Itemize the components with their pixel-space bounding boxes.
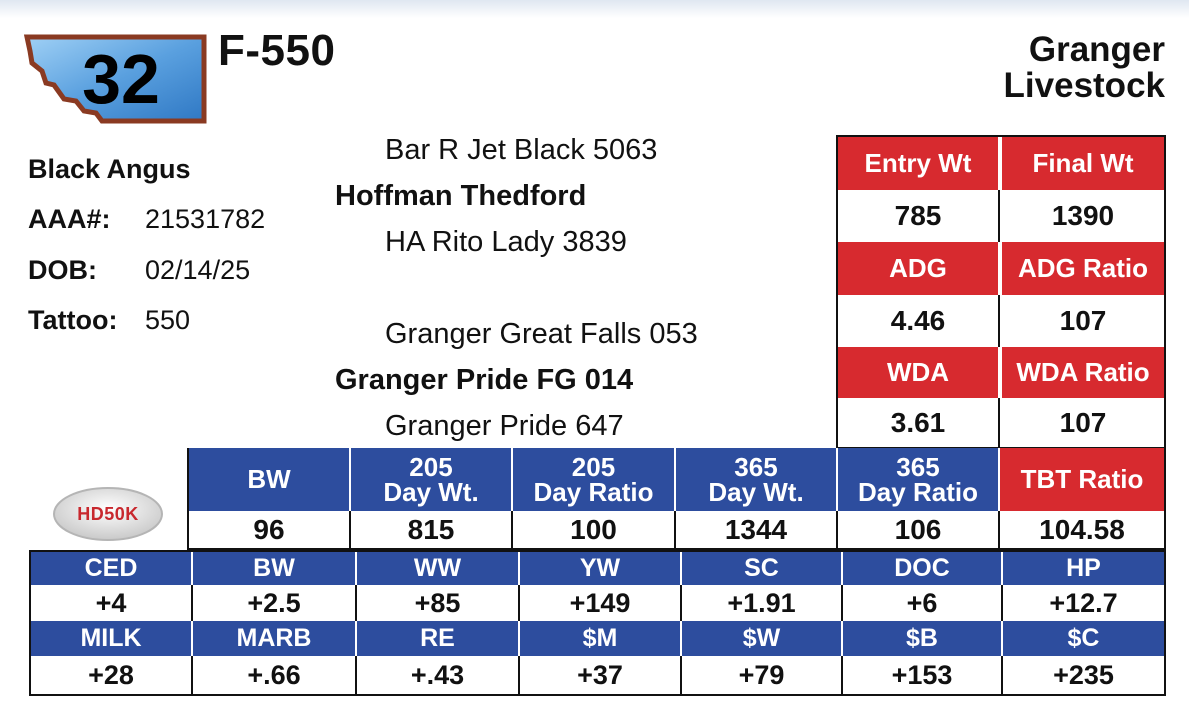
- adg-header: ADG: [838, 242, 1000, 295]
- epd-marb-header: MARB: [193, 621, 357, 656]
- hd50k-logo-text: HD50K: [77, 503, 139, 524]
- epd-re-header: RE: [357, 621, 520, 656]
- breed: Black Angus: [28, 154, 191, 184]
- epd-m-value: +37: [520, 656, 682, 694]
- epd-milk-value: +28: [31, 656, 193, 694]
- wda-header: WDA: [838, 347, 1000, 398]
- pedigree-dam: Granger Pride FG 014: [335, 364, 634, 396]
- pedigree-sire-sire: Bar R Jet Black 5063: [385, 134, 658, 166]
- epd-ced-value: +4: [31, 585, 193, 621]
- pedigree-sire-dam: HA Rito Lady 3839: [385, 226, 627, 258]
- 365-day-wt-header: 365 Day Wt.: [676, 448, 838, 511]
- 205-day-ratio-header-line1: 205: [571, 451, 616, 482]
- epd-doc-value: +6: [843, 585, 1003, 621]
- top-gradient-band: [0, 0, 1189, 18]
- pedigree-sire: Hoffman Thedford: [335, 180, 587, 212]
- aaa-label: AAA#:: [28, 204, 111, 234]
- dob-label: DOB:: [28, 255, 97, 285]
- epd-m-header: $M: [520, 621, 682, 656]
- 365-day-wt-header-line1: 365: [734, 451, 778, 482]
- tattoo-value: 550: [145, 305, 191, 335]
- epd-hp-header: HP: [1003, 552, 1164, 585]
- 365-day-ratio-value: 106: [838, 511, 1000, 548]
- 205-day-wt-header-line2: Day Wt.: [383, 476, 479, 507]
- 205-day-ratio-header-line2: Day Ratio: [533, 476, 654, 507]
- tattoo-label: Tattoo:: [28, 305, 118, 335]
- entry-wt-header: Entry Wt: [838, 137, 1000, 190]
- epd-doc-header: DOC: [843, 552, 1003, 585]
- 365-day-wt-header-line2: Day Wt.: [708, 476, 804, 507]
- epd-sc-header: SC: [682, 552, 843, 585]
- epd-ww-value: +85: [357, 585, 520, 621]
- final-wt-header: Final Wt: [1002, 137, 1164, 190]
- seller-line-2: Livestock: [1003, 66, 1165, 105]
- wda-ratio-value: 107: [1002, 398, 1164, 447]
- epd-c-value: +235: [1003, 656, 1164, 694]
- wda-ratio-header: WDA Ratio: [1002, 347, 1164, 398]
- lot-number: 32: [82, 40, 160, 118]
- epd-sc-value: +1.91: [682, 585, 843, 621]
- bw-header: BW: [189, 448, 351, 511]
- epd-b-header: $B: [843, 621, 1003, 656]
- 205-day-ratio-value: 100: [513, 511, 676, 548]
- seller-line-1: Granger: [1028, 30, 1165, 69]
- epd-c-header: $C: [1003, 621, 1164, 656]
- adg-value: 4.46: [838, 295, 1000, 347]
- epd-re-value: +.43: [357, 656, 520, 694]
- adg-ratio-value: 107: [1002, 295, 1164, 347]
- 365-day-ratio-header-line1: 365: [896, 451, 940, 482]
- epd-w-value: +79: [682, 656, 843, 694]
- 205-day-wt-value: 815: [351, 511, 513, 548]
- 365-day-ratio-header-line2: Day Ratio: [858, 476, 978, 507]
- epd-hp-value: +12.7: [1003, 585, 1164, 621]
- epd-ced-header: CED: [31, 552, 193, 585]
- lot-name: F-550: [218, 26, 336, 75]
- epd-ww-header: WW: [357, 552, 520, 585]
- hd50k-logo: HD50K: [52, 486, 164, 542]
- seller-name: Granger Livestock: [1004, 32, 1165, 104]
- wda-value: 3.61: [838, 398, 1000, 447]
- final-wt-value: 1390: [1002, 190, 1164, 242]
- aaa-value: 21531782: [145, 204, 266, 234]
- bw-value: 96: [189, 511, 351, 548]
- epd-bw-header: BW: [193, 552, 357, 585]
- 205-day-wt-header: 205 Day Wt.: [351, 448, 513, 511]
- 205-day-ratio-header: 205 Day Ratio: [513, 448, 676, 511]
- pedigree-dam-dam: Granger Pride 647: [385, 410, 624, 442]
- entry-wt-value: 785: [838, 190, 1000, 242]
- epd-w-header: $W: [682, 621, 843, 656]
- tbt-ratio-header: TBT Ratio: [1000, 448, 1164, 511]
- tbt-ratio-value: 104.58: [1000, 511, 1164, 548]
- bw-header-line2: BW: [247, 464, 291, 494]
- lot-badge: 32: [24, 33, 208, 125]
- epd-yw-value: +149: [520, 585, 682, 621]
- 205-day-wt-header-line1: 205: [409, 451, 453, 482]
- montana-state-icon: [24, 34, 207, 124]
- 365-day-ratio-header: 365 Day Ratio: [838, 448, 1000, 511]
- dob-value: 02/14/25: [145, 255, 251, 285]
- adg-ratio-header: ADG Ratio: [1002, 242, 1164, 295]
- pedigree-dam-sire: Granger Great Falls 053: [385, 318, 698, 350]
- epd-bw-value: +2.5: [193, 585, 357, 621]
- weights-table: [187, 448, 1166, 550]
- 365-day-wt-value: 1344: [676, 511, 838, 548]
- epd-b-value: +153: [843, 656, 1003, 694]
- epd-table: [29, 550, 1166, 696]
- epd-yw-header: YW: [520, 552, 682, 585]
- epd-marb-value: +.66: [193, 656, 357, 694]
- epd-milk-header: MILK: [31, 621, 193, 656]
